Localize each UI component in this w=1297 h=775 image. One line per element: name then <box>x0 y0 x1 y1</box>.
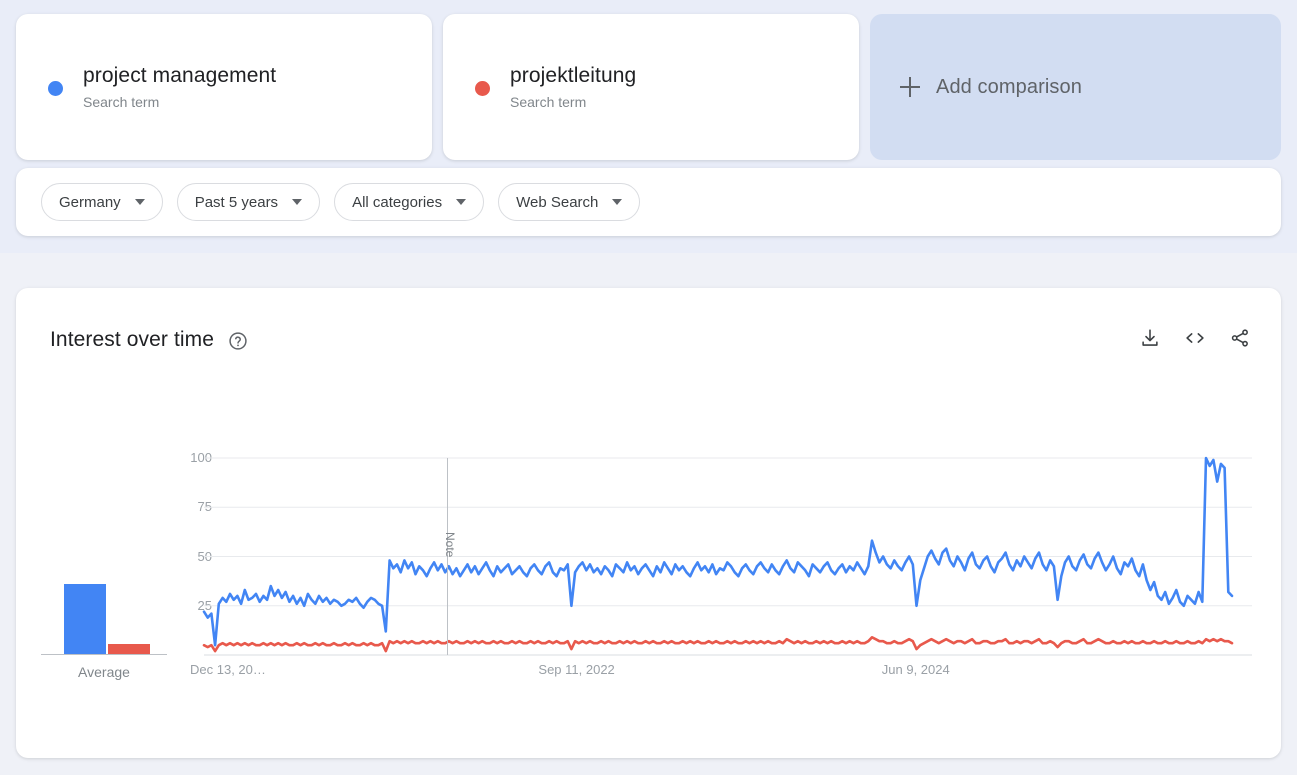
chevron-down-icon <box>612 199 623 205</box>
page-title: Interest over time <box>50 328 215 351</box>
note-annotation-line <box>446 458 448 655</box>
chevron-down-icon <box>292 199 303 205</box>
search-term-card-0[interactable]: project management Search term <box>16 14 432 160</box>
x-axis-tick-label: Dec 13, 20… <box>190 662 266 677</box>
search-term-type: Search term <box>83 93 160 110</box>
filter-time-range[interactable]: Past 5 years <box>176 183 321 221</box>
average-bar <box>108 643 150 654</box>
interest-over-time-plot[interactable]: 100 75 50 25 Note Dec 13, 20… Sep 11, 2022 Jun … <box>186 440 1252 690</box>
add-comparison-label: Add comparison <box>936 75 1082 98</box>
search-term-type: Search term <box>510 93 587 110</box>
average-caption: Average <box>78 664 130 680</box>
plus-icon <box>898 75 922 99</box>
code-embed-icon[interactable] <box>1183 327 1207 354</box>
help-circle-icon[interactable] <box>228 331 248 351</box>
search-terms-row: project management Search term projektle… <box>16 14 1281 160</box>
note-annotation-label[interactable]: Note <box>442 532 457 558</box>
x-axis-tick-label: Jun 9, 2024 <box>881 662 950 677</box>
filter-time-range-label: Past 5 years <box>194 193 279 211</box>
series-color-dot-red <box>475 80 490 96</box>
average-baseline <box>41 654 167 655</box>
chart-header: Interest over time <box>50 320 1251 360</box>
filter-category[interactable]: All categories <box>334 183 485 221</box>
filter-search-type[interactable]: Web Search <box>498 183 641 221</box>
average-bar <box>64 584 106 654</box>
search-term-card-1[interactable]: projektleitung Search term <box>443 14 859 160</box>
filter-search-type-label: Web Search <box>516 193 599 211</box>
share-icon[interactable] <box>1229 327 1251 354</box>
search-term-label: project management <box>83 63 277 87</box>
series-line <box>202 636 1234 653</box>
filter-location-label: Germany <box>59 193 121 211</box>
interest-over-time-card: Interest over time <box>16 288 1281 758</box>
x-axis-tick-label: Sep 11, 2022 <box>538 662 615 677</box>
filter-location[interactable]: Germany <box>41 183 163 221</box>
filter-bar: Germany Past 5 years All categories Web … <box>16 168 1281 236</box>
search-term-label: projektleitung <box>510 63 637 87</box>
download-icon[interactable] <box>1139 327 1161 354</box>
chart-actions <box>1139 327 1251 354</box>
chevron-down-icon <box>456 199 467 205</box>
filter-category-label: All categories <box>352 193 443 211</box>
series-color-dot-blue <box>48 80 63 96</box>
chevron-down-icon <box>134 199 145 205</box>
add-comparison-button[interactable]: Add comparison <box>870 14 1281 160</box>
series-line <box>202 456 1234 647</box>
average-panel: Average <box>38 440 170 680</box>
y-axis-tick-label: 100 <box>190 450 212 465</box>
chart-svg <box>202 456 1252 656</box>
average-bars <box>38 454 170 654</box>
